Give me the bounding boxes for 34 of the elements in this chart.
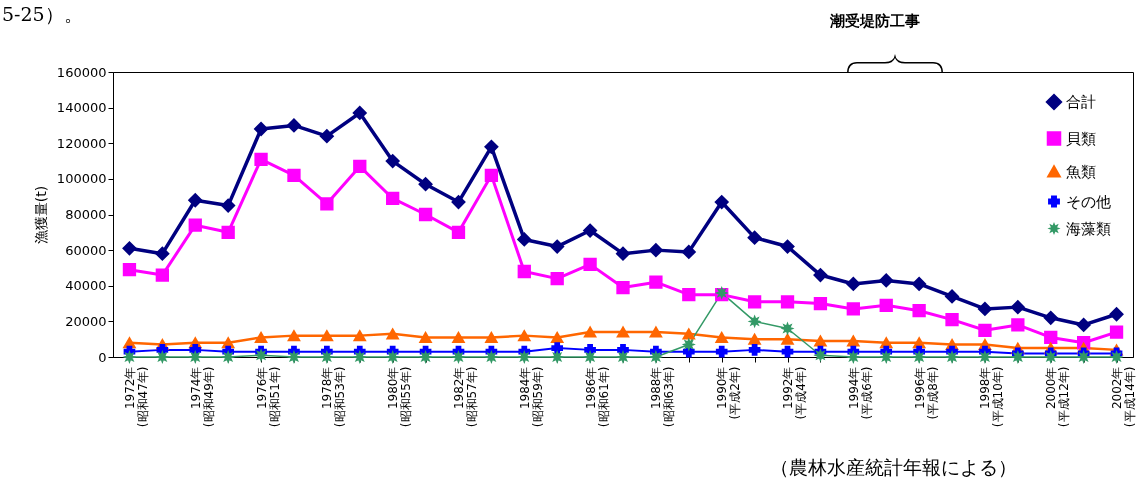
x-tick-label: 1978年 (昭和53年) [320,366,348,428]
x-tick-label: 1984年 (昭和59年) [517,366,545,428]
x-tick-label: 1994年 (平成6年) [846,366,874,420]
x-tick-label: 1992年 (平成4年) [781,366,809,420]
y-tick-label: 40000 [65,278,107,294]
y-tick-label: 100000 [56,171,107,187]
x-tick-label: 1974年 (昭和49年) [188,366,216,428]
x-tick-label: 1980年 (昭和55年) [386,366,414,428]
x-tick-label: 1988年 (昭和63年) [649,366,677,428]
x-tick-label: 1972年 (昭和47年) [122,366,150,428]
y-tick-label: 20000 [65,313,107,329]
y-tick-label: 140000 [56,100,107,116]
text: 5-25）。 [2,2,83,27]
legend-label: 魚類 [1066,162,1096,181]
y-tick-label: 120000 [56,135,107,151]
legend-label: その他 [1066,192,1111,211]
legend-label: 海藻類 [1066,219,1111,238]
y-axis-title: 漁獲量(t) [32,185,49,245]
x-tick-label: 1986年 (昭和61年) [583,366,611,428]
x-tick-label: 2002年 (平成14年) [1110,366,1138,428]
y-tick-label: 80000 [65,207,107,222]
x-tick-label: 2000年 (平成12年) [1044,366,1072,428]
text: 潮受堤防工事 [830,12,920,31]
x-tick-label: 1976年 (昭和51年) [254,366,282,428]
legend-label: 合計 [1066,93,1096,111]
y-tick-label: 160000 [56,64,107,80]
x-tick-label: 1998年 (平成10年) [978,366,1006,428]
x-tick-label: 1982年 (昭和57年) [451,366,479,428]
x-tick-label: 1996年 (平成8年) [912,366,940,420]
x-tick-label: 1990年 (平成2年) [715,366,743,420]
text: （農林水産統計年報による） [770,455,1017,480]
y-tick-label: 60000 [65,242,107,258]
y-tick-label: 0 [98,349,107,365]
legend-label: 貝類 [1066,129,1096,148]
